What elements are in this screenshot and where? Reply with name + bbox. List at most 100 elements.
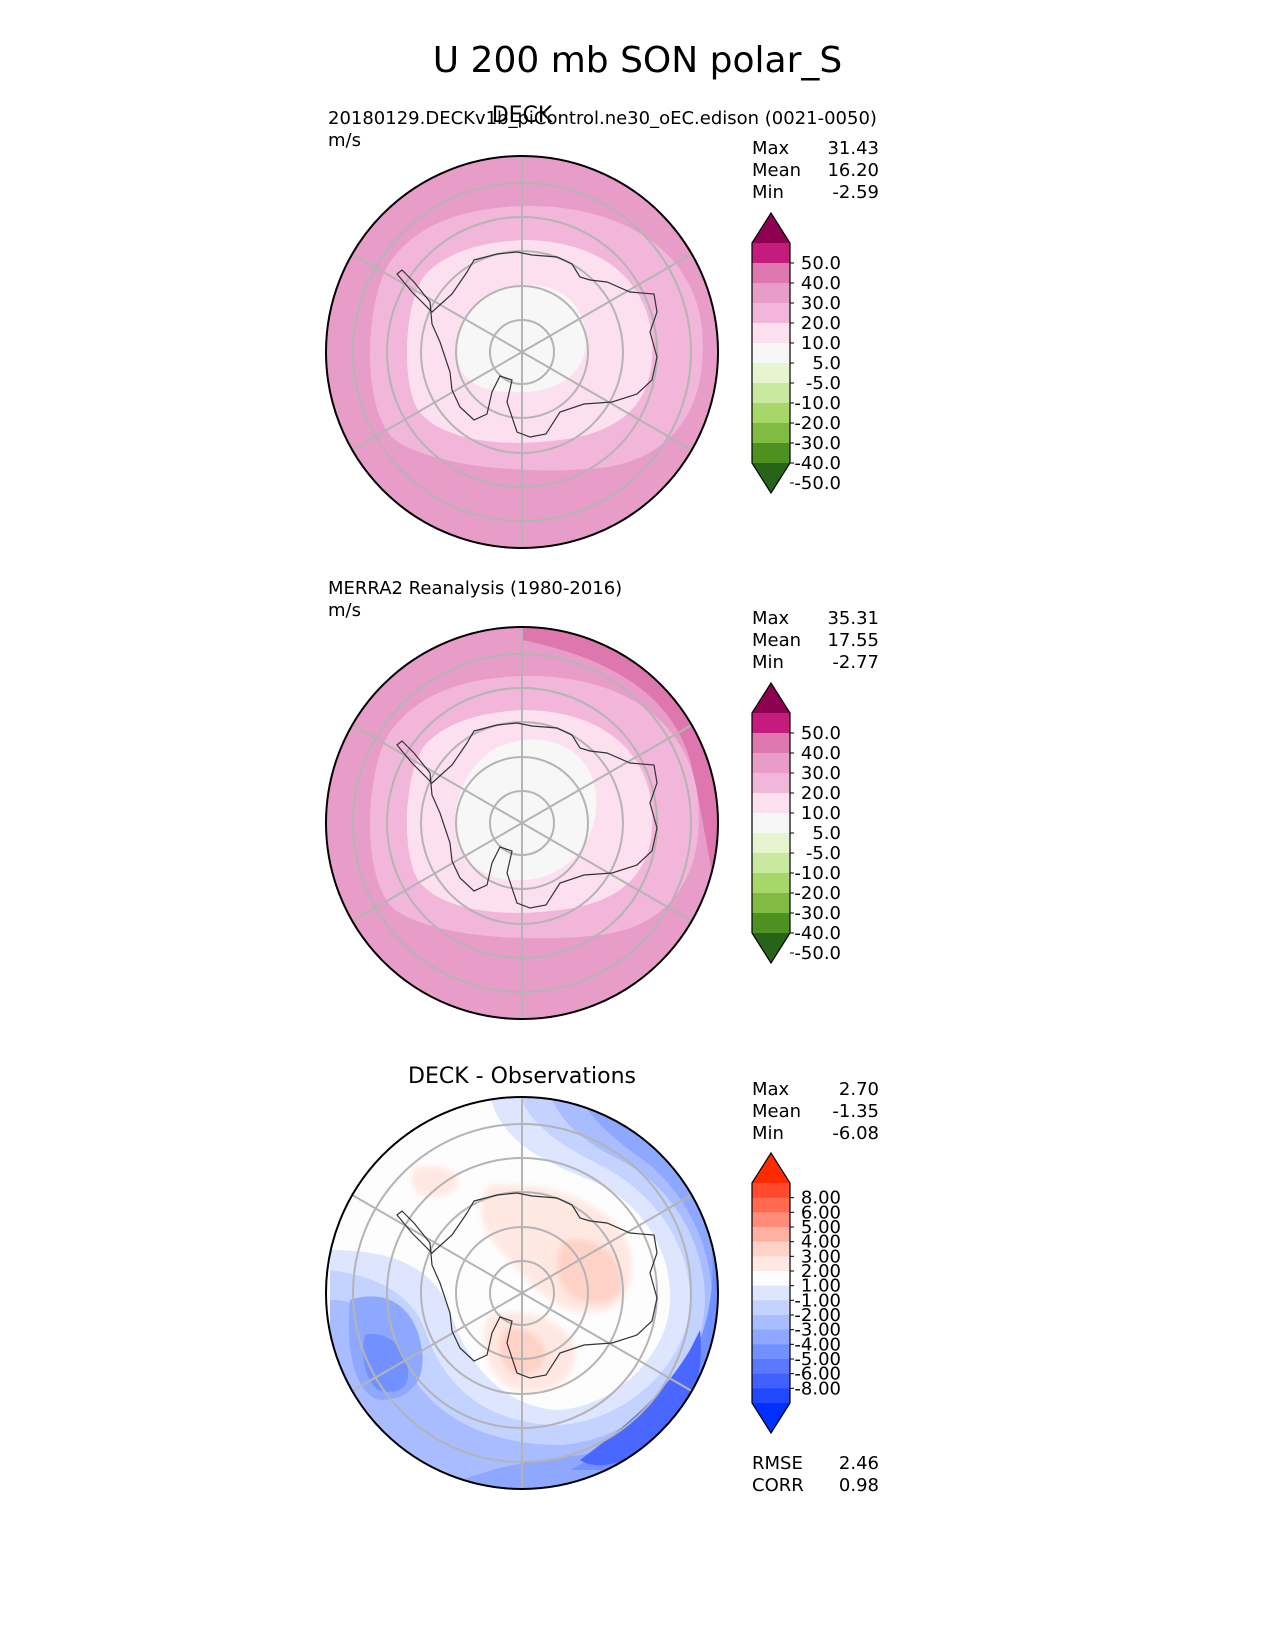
ref-graticule xyxy=(351,627,693,1019)
ref-stat-max: Max 35.31 xyxy=(752,608,879,629)
diff-stat-max: Max 2.70 xyxy=(752,1079,879,1100)
diff-graticule xyxy=(351,1097,693,1489)
diff-colorbar-segment xyxy=(752,1388,790,1404)
diff-colorbar-outline xyxy=(751,1151,791,1435)
ref-coastline xyxy=(396,722,658,909)
test-colorbar-tick-label: -20.0 xyxy=(794,413,841,434)
diff-metrics-box: RMSE 2.46 CORR 0.98 xyxy=(752,1453,879,1497)
ref-stat-min: Min -2.77 xyxy=(752,652,879,673)
diff-colorbar-tick-label: -8.00 xyxy=(794,1378,841,1399)
ref-units-label: m/s xyxy=(328,600,361,621)
ref-colorbar-segment xyxy=(752,733,790,754)
ref-colorbar-tick-label: -10.0 xyxy=(794,863,841,884)
ref-colorbar-segment xyxy=(752,833,790,854)
diff-colorbar-segment xyxy=(752,1197,790,1213)
ref-meridian-6 xyxy=(351,724,523,824)
ref-source-label: MERRA2 Reanalysis (1980-2016) xyxy=(328,578,623,599)
test-colorbar-segment xyxy=(752,383,790,404)
diff-colorbar-segment xyxy=(752,1212,790,1228)
ref-colorbar-segment xyxy=(752,793,790,814)
test-colorbar-tick-label: -5.0 xyxy=(806,373,841,394)
figure-title: U 200 mb SON polar_S xyxy=(432,40,843,81)
test-colorbar-tick-label: -40.0 xyxy=(794,453,841,474)
diff-colorbar-segment xyxy=(752,1183,790,1199)
diff-colorbar-tick-label: 8.00 xyxy=(801,1188,841,1209)
ref-colorbar-tick-label: 50.0 xyxy=(801,723,841,744)
diff-stat-mean: Mean -1.35 xyxy=(752,1101,879,1122)
test-colorbar-tick-label: -50.0 xyxy=(794,473,841,494)
ref-colorbar-segment xyxy=(752,873,790,894)
test-colorbar-segment xyxy=(752,303,790,324)
diff-colorbar-segment xyxy=(752,1344,790,1360)
diff-colorbar-segment xyxy=(752,1300,790,1316)
diff-colorbar-segment xyxy=(752,1227,790,1243)
ref-colorbar-segment xyxy=(752,753,790,774)
ref-colorbar-tick-label: -30.0 xyxy=(794,903,841,924)
ref-colorbar-tick-label: 20.0 xyxy=(801,783,841,804)
ref-colorbar-tick-label: 30.0 xyxy=(801,763,841,784)
ref-colorbar-tick-label: 40.0 xyxy=(801,743,841,764)
ref-colorbar-tick-label: -50.0 xyxy=(794,943,841,964)
test-colorbar-segment xyxy=(752,323,790,344)
ref-colorbar-extend-min xyxy=(752,933,790,963)
ref-map-boundary xyxy=(325,626,719,1020)
test-stat-mean: Mean 16.20 xyxy=(752,160,879,181)
diff-map-boundary xyxy=(325,1096,719,1490)
ref-colorbar-segment xyxy=(752,913,790,934)
test-colorbar-segment xyxy=(752,403,790,424)
diff-colorbar: 8.006.005.004.003.002.001.00-1.00-2.00-3… xyxy=(751,1151,841,1435)
diff-colorbar-segment xyxy=(752,1285,790,1301)
test-stat-max: Max 31.43 xyxy=(752,138,879,159)
diff-colorbar-tick-label: -2.00 xyxy=(794,1305,841,1326)
test-colorbar-segment xyxy=(752,263,790,284)
diff-colorbar-tick-label: -4.00 xyxy=(794,1334,841,1355)
test-map-boundary xyxy=(325,155,719,549)
test-graticule xyxy=(351,156,693,548)
diff-field-band-pos2-east xyxy=(556,1239,623,1304)
ref-colorbar-tick-label: 5.0 xyxy=(812,823,841,844)
diff-stats-box: Max 2.70 Mean -1.35 Min -6.08 xyxy=(752,1079,879,1145)
diff-colorbar-tick-label: 3.00 xyxy=(801,1246,841,1267)
test-colorbar-tick-label: 10.0 xyxy=(801,333,841,354)
diff-colorbar-segment xyxy=(752,1271,790,1287)
ref-meridian-2 xyxy=(521,724,693,824)
diff-colorbar-tick-label: 5.00 xyxy=(801,1217,841,1238)
test-colorbar-extend-max xyxy=(752,213,790,243)
diff-metric-corr: CORR 0.98 xyxy=(752,1475,879,1496)
test-meridian-3 xyxy=(521,351,693,451)
diff-colorbar-tick-label: -5.00 xyxy=(794,1349,841,1370)
test-colorbar-tick-label: -30.0 xyxy=(794,433,841,454)
test-meridian-6 xyxy=(351,253,523,353)
test-meridian-5 xyxy=(351,351,523,451)
diff-colorbar-segment xyxy=(752,1256,790,1272)
test-stat-min: Min -2.59 xyxy=(752,182,879,203)
ref-colorbar: 50.040.030.020.010.05.0-5.0-10.0-20.0-30… xyxy=(751,681,841,965)
test-source-label: 20180129.DECKv1b_piControl.ne30_oEC.edis… xyxy=(328,108,877,129)
test-colorbar-segment xyxy=(752,243,790,264)
test-units-label: m/s xyxy=(328,130,361,151)
diff-colorbar-tick-label: -6.00 xyxy=(794,1364,841,1385)
ref-colorbar-tick-label: -20.0 xyxy=(794,883,841,904)
test-colorbar-segment xyxy=(752,443,790,464)
diff-colorbar-tick-label: -3.00 xyxy=(794,1320,841,1341)
diff-colorbar-tick-label: 6.00 xyxy=(801,1202,841,1223)
ref-colorbar-segment xyxy=(752,853,790,874)
ref-colorbar-segment xyxy=(752,773,790,794)
test-map xyxy=(326,156,718,548)
diff-stat-min: Min -6.08 xyxy=(752,1123,879,1144)
diff-colorbar-extend-max xyxy=(752,1153,790,1183)
test-colorbar-tick-label: 50.0 xyxy=(801,253,841,274)
test-colorbar-extend-min xyxy=(752,463,790,493)
diff-colorbar-extend-min xyxy=(752,1403,790,1433)
diff-field-band-neg2 xyxy=(330,1097,718,1489)
test-colorbar-segment xyxy=(752,423,790,444)
test-colorbar-segment xyxy=(752,283,790,304)
diff-meridian-6 xyxy=(351,1194,523,1294)
ref-colorbar-tick-label: -5.0 xyxy=(806,843,841,864)
test-colorbar-tick-label: 30.0 xyxy=(801,293,841,314)
diff-colorbar-segment xyxy=(752,1373,790,1389)
diff-meridian-5 xyxy=(351,1292,523,1392)
test-coastline xyxy=(396,251,658,438)
test-colorbar-segment xyxy=(752,343,790,364)
